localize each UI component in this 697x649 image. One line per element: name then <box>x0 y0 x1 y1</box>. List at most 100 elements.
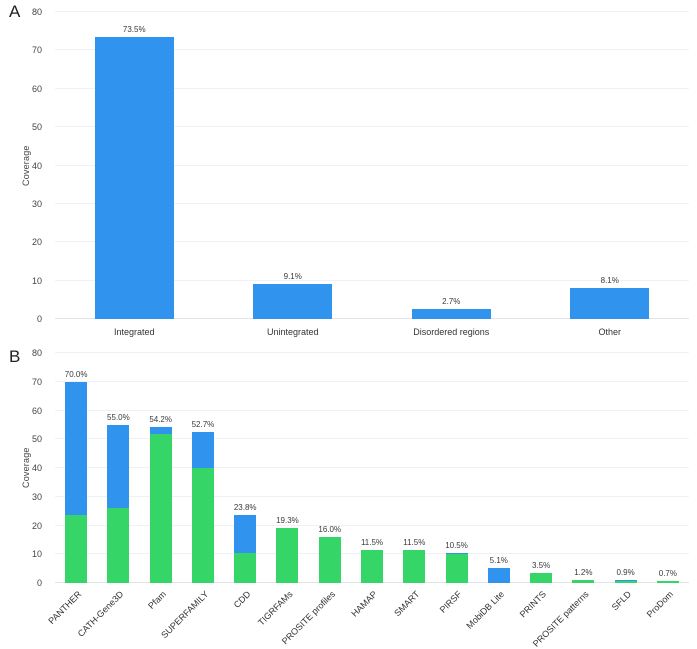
bar-segment-green <box>403 549 426 583</box>
bar-segment-green <box>572 579 595 583</box>
y-tick-label: 20 <box>31 237 42 248</box>
gridline <box>55 11 689 12</box>
y-axis: 0 10 20 30 40 50 60 70 80 <box>0 348 51 588</box>
x-tick-text: CATH-Gene3D <box>75 589 126 639</box>
x-tick-text: PRINTS <box>517 589 549 620</box>
y-tick-label: 80 <box>31 7 42 17</box>
x-axis: Integrated Unintegrated Disordered regions… <box>55 319 689 345</box>
bar-segment-green <box>107 508 130 583</box>
x-tick-text: TIGRFAMs <box>255 589 295 628</box>
panel-a-label: A <box>9 2 21 21</box>
x-tick-text: PANTHER <box>46 589 84 627</box>
bar-segment-green <box>234 552 257 583</box>
bar-segment-blue <box>191 431 214 468</box>
bar-segment-green <box>656 581 679 583</box>
y-axis: 0 10 20 30 40 50 60 70 80 <box>0 7 51 324</box>
plot-area: 73.5% 9.1% 2.7% 8.1% <box>55 11 689 319</box>
x-tick-text: Pfam <box>145 589 168 611</box>
gridline <box>55 241 689 243</box>
bar-value-label: 73.5% <box>122 24 146 34</box>
bar-segment-blue <box>94 36 174 319</box>
bar-value-label: 0.7% <box>658 569 677 578</box>
x-axis: PANTHER CATH-Gene3D Pfam SUPERFAMILY CDD TIGR… <box>46 583 689 649</box>
y-tick-label: 0 <box>36 314 42 324</box>
y-tick-label: 10 <box>31 549 42 560</box>
bar-segment-green <box>614 581 637 583</box>
bar-segment-blue <box>107 424 130 509</box>
x-tick-label: Disordered regions <box>413 327 490 337</box>
bar-value-label: 16.0% <box>318 525 342 534</box>
gridline <box>55 126 689 128</box>
bar-value-label: 2.7% <box>442 296 461 306</box>
bar-segment-green <box>276 527 299 583</box>
bar-segment-green <box>65 515 88 583</box>
y-tick-label: 40 <box>31 160 42 171</box>
bar-segment-blue <box>570 287 650 319</box>
gridline <box>55 202 689 204</box>
y-tick-label: 50 <box>31 122 42 133</box>
chart-b: Coverage 0 10 20 30 40 50 60 70 80 70.0% 55.0% 54.… <box>0 345 697 649</box>
x-tick-text: CDD <box>231 589 253 610</box>
y-tick-label: 60 <box>31 83 42 94</box>
y-tick-label: 70 <box>31 45 42 56</box>
y-tick-label: 70 <box>31 376 42 387</box>
bar-segment-green <box>445 554 468 583</box>
y-tick-label: 30 <box>31 491 42 502</box>
gridline <box>55 164 689 166</box>
bar-segment-blue <box>411 308 491 319</box>
gridline <box>55 279 689 281</box>
bar-segment-blue <box>65 381 88 516</box>
bar-segment-blue <box>487 568 510 583</box>
bar-segment-green <box>361 549 383 583</box>
gridline <box>55 467 689 468</box>
bar-value-label: 0.9% <box>616 568 635 578</box>
bar-segment-blue <box>445 552 468 555</box>
gridline <box>55 318 689 319</box>
gridline <box>55 352 689 353</box>
bar-segment-blue <box>614 580 637 582</box>
x-tick-label: Integrated <box>113 327 155 337</box>
panel-b-label: B <box>9 347 21 366</box>
bar-segment-green <box>191 468 214 583</box>
panel-a: A Coverage 0 10 20 30 40 50 60 70 80 73.5% 9.1% 2.… <box>0 2 689 345</box>
x-tick-label: Other <box>598 327 622 337</box>
plot-area: 70.0% 55.0% 54.2% 52.7% 23.8% 19.3% 16.0% 11.5%… <box>55 352 689 583</box>
bar-value-label: 11.5% <box>403 537 426 547</box>
y-tick-label: 10 <box>31 275 42 286</box>
gridline <box>55 524 689 526</box>
bar-value-label: 1.2% <box>574 567 593 577</box>
gridline <box>55 438 689 440</box>
bar-value-label: 9.1% <box>283 272 302 282</box>
gridline <box>55 87 689 89</box>
y-tick-label: 0 <box>36 578 42 588</box>
y-tick-label: 20 <box>31 520 42 531</box>
bar-value-label: 11.5% <box>360 537 384 547</box>
x-tick-text: SMART <box>392 589 422 619</box>
bar-value-label: 8.1% <box>600 275 619 285</box>
x-tick-text: PIRSF <box>437 589 464 615</box>
bar-segment-green <box>530 572 553 583</box>
gridline <box>55 49 689 51</box>
x-tick-text: MobiDB Lite <box>464 589 506 631</box>
chart-a: Coverage 0 10 20 30 40 50 60 70 80 73.5% 9.1% 2.7%… <box>0 7 689 345</box>
bar-value-label: 54.2% <box>149 415 172 425</box>
bar-value-label: 23.8% <box>233 502 257 512</box>
gridline <box>55 495 689 497</box>
bar-segment-blue <box>234 514 257 553</box>
x-tick-text: HAMAP <box>349 589 380 619</box>
bar-segment-green <box>318 537 341 583</box>
bar-value-label: 3.5% <box>531 560 551 570</box>
bar-value-label: 5.1% <box>489 556 508 566</box>
bar-value-label: 55.0% <box>107 412 130 422</box>
y-tick-label: 60 <box>31 405 42 416</box>
bar-value-label: 10.5% <box>445 540 468 550</box>
bar-value-label: 52.7% <box>191 419 215 429</box>
gridline <box>55 409 689 411</box>
bar-segment-blue <box>253 284 333 319</box>
bar-segment-blue <box>149 427 172 434</box>
bar-value-label: 70.0% <box>64 369 88 379</box>
x-tick-label: Unintegrated <box>266 327 319 337</box>
y-tick-label: 30 <box>31 198 42 209</box>
bar-segment-green <box>149 433 172 583</box>
